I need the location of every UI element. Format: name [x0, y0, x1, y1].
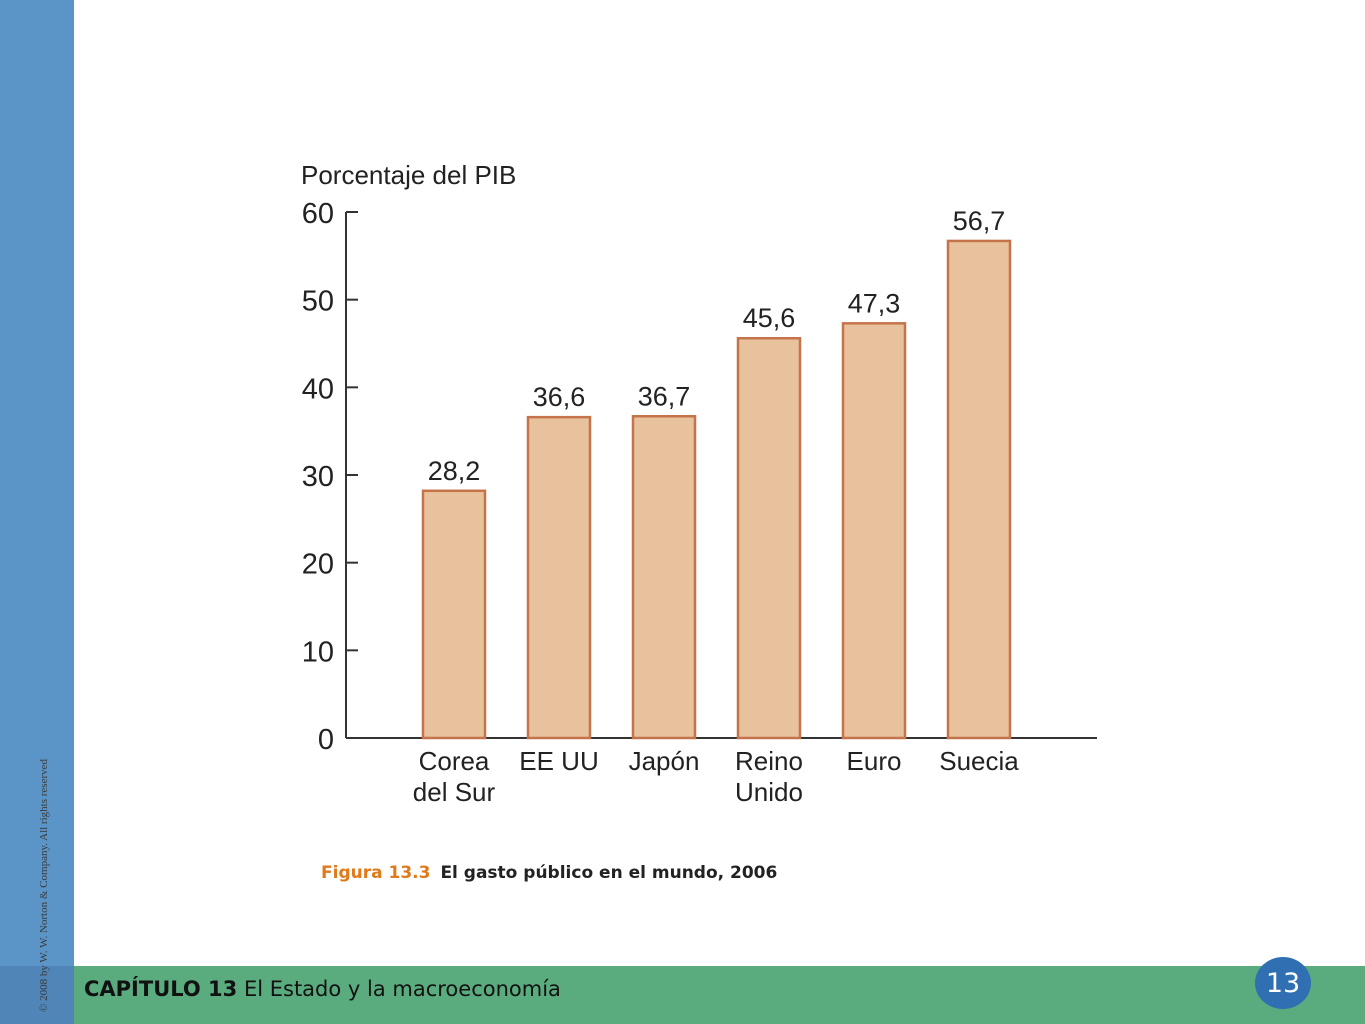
bar-value-label: 28,2 [428, 456, 481, 486]
x-category-label: EE UU [519, 746, 598, 776]
bar [631, 415, 697, 740]
bar [841, 322, 907, 740]
y-tick-label: 20 [302, 549, 334, 581]
figure-title: El gasto público en el mundo, 2006 [440, 863, 778, 883]
y-tick-label: 30 [302, 461, 334, 493]
bar [421, 489, 487, 740]
y-axis-label: Porcentaje del PIB [301, 160, 516, 190]
figure-caption: Figura 13.3 El gasto público en el mundo,… [321, 863, 777, 883]
bar-chart: 0 10 20 30 40 50 60 Porcentaje del PIB 28,2 Corea… [301, 160, 1097, 807]
page-number-badge: 13 [1255, 957, 1311, 1009]
chapter-heading: CAPÍTULO 13 El Estado y la macroeconomía [84, 974, 561, 1004]
chapter-title: El Estado y la macroeconomía [243, 977, 561, 1001]
bar-value-label: 45,6 [743, 303, 796, 333]
x-category-label: Euro [847, 746, 902, 776]
bar-value-label: 47,3 [848, 288, 901, 318]
bar-value-label: 36,6 [533, 382, 586, 412]
bar [526, 415, 592, 740]
figure-number: Figura 13.3 [321, 863, 431, 883]
bar [736, 336, 802, 740]
y-tick-label: 50 [302, 286, 334, 318]
x-category-label: Reino Unido [735, 746, 803, 807]
bar-value-label: 36,7 [638, 381, 691, 411]
y-tick-label: 40 [302, 373, 334, 405]
chart-labels: 0 10 20 30 40 50 60 Porcentaje del PIB 28,2 Corea… [301, 160, 1019, 807]
left-sidebar-band [0, 0, 74, 966]
left-sidebar-corner [0, 966, 74, 1024]
chart-bars [421, 239, 1012, 740]
chapter-label: CAPÍTULO 13 [84, 977, 238, 1001]
bar-value-label: 56,7 [953, 206, 1006, 236]
y-tick-label: 60 [302, 198, 334, 230]
x-category-label: Suecia [939, 746, 1019, 776]
bar [946, 239, 1012, 740]
y-tick-label: 0 [318, 724, 334, 756]
x-category-label: Corea del Sur [413, 746, 496, 807]
x-category-label: Japón [629, 746, 700, 776]
y-tick-label: 10 [302, 636, 334, 668]
footer-band [74, 966, 1365, 1024]
